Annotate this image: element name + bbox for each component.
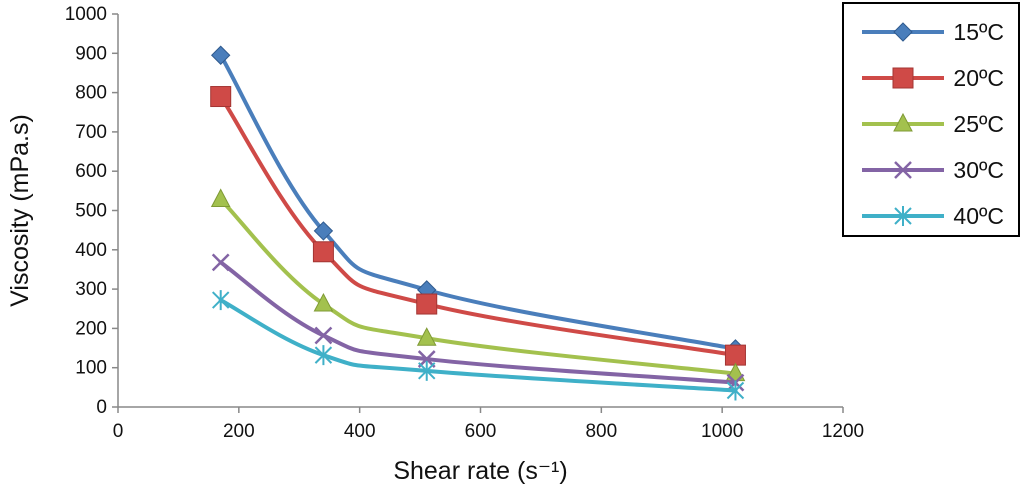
legend-label: 30ºC — [953, 157, 1004, 183]
x-tick-label: 0 — [113, 421, 124, 442]
y-tick-label: 900 — [75, 43, 107, 64]
data-point — [314, 345, 333, 366]
legend-label: 25ºC — [953, 111, 1004, 137]
y-tick-label: 600 — [75, 161, 107, 182]
legend-label: 20ºC — [953, 65, 1004, 91]
legend-entry: 40ºC — [862, 203, 1004, 229]
data-point — [210, 86, 232, 108]
series-line — [218, 197, 738, 376]
legend-marker — [894, 206, 912, 226]
data-point — [416, 327, 437, 346]
legend-marker — [892, 67, 914, 89]
series-line — [218, 260, 738, 385]
y-axis-title: Viscosity (mPa.s) — [6, 114, 34, 307]
series-20ºC — [210, 86, 746, 366]
y-tick-label: 1000 — [65, 4, 107, 25]
series-line — [218, 298, 738, 393]
legend: 15ºC 20ºC 25ºC 30ºC 40ºC — [842, 2, 1020, 237]
series-15ºC — [211, 45, 746, 359]
x-tick-label: 800 — [585, 421, 617, 442]
data-point — [210, 188, 231, 207]
y-tick-label: 800 — [75, 83, 107, 104]
axes: 0 100 200 300 400 500 600 700 800 900 1000 0 200 400 6… — [65, 4, 864, 442]
x-tick-label: 1000 — [701, 421, 743, 442]
marker-stroke — [894, 161, 912, 179]
data-point — [724, 344, 746, 366]
legend-label: 40ºC — [953, 203, 1004, 229]
series-25ºC — [210, 188, 746, 382]
legend-entry: 15ºC — [862, 19, 1004, 45]
data-point — [312, 241, 334, 263]
data-point — [313, 292, 334, 312]
data-point — [211, 45, 231, 65]
data-point — [313, 221, 334, 241]
data-point — [211, 253, 230, 272]
y-tick-label: 500 — [75, 201, 107, 222]
data-point — [212, 290, 230, 311]
x-tick-label: 400 — [344, 421, 376, 442]
y-tick-label: 300 — [75, 279, 107, 300]
marker-stroke — [314, 326, 333, 345]
y-tick-label: 0 — [96, 397, 107, 418]
series-group — [210, 45, 746, 401]
legend-marker — [893, 22, 913, 42]
y-tick-label: 100 — [75, 358, 107, 379]
series-40ºC — [212, 290, 745, 401]
data-point — [416, 293, 438, 315]
data-point — [418, 360, 436, 381]
x-tick-label: 200 — [223, 421, 255, 442]
series-line — [218, 94, 738, 358]
x-axis-title: Shear rate (s⁻¹) — [393, 457, 567, 485]
y-tick-label: 400 — [75, 240, 107, 261]
data-point — [314, 326, 333, 345]
legend-label: 15ºC — [953, 19, 1004, 45]
legend-box — [842, 2, 1020, 237]
series-line — [218, 53, 738, 351]
legend-entry: 20ºC — [862, 65, 1004, 91]
legend-entry: 30ºC — [862, 157, 1004, 183]
x-tick-label: 600 — [465, 421, 497, 442]
data-point — [726, 380, 745, 401]
legend-marker — [894, 161, 912, 179]
series-30ºC — [211, 253, 745, 392]
x-tick-label: 1200 — [822, 421, 864, 442]
legend-entry: 25ºC — [862, 111, 1004, 137]
y-tick-label: 200 — [75, 318, 107, 339]
legend-marker — [893, 112, 913, 132]
y-tick-label: 700 — [75, 122, 107, 143]
marker-stroke — [211, 253, 230, 272]
